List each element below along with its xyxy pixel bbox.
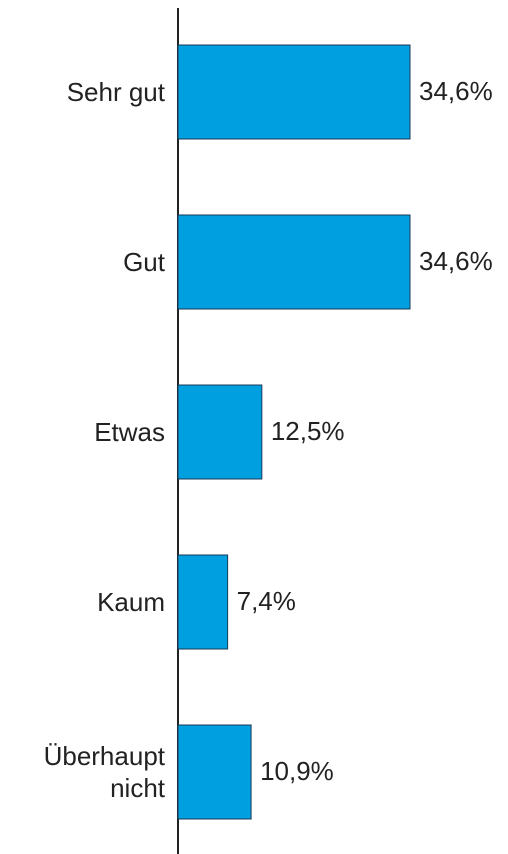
category-label: Überhaupt nicht xyxy=(43,741,165,803)
bar xyxy=(177,384,263,480)
value-label: 10,9% xyxy=(260,756,334,786)
category-label: Gut xyxy=(123,247,165,277)
category-label: Sehr gut xyxy=(66,77,165,107)
value-label: 12,5% xyxy=(271,416,345,446)
category-label: Etwas xyxy=(94,417,165,447)
bar xyxy=(177,554,229,650)
value-label: 7,4% xyxy=(237,586,296,616)
bar xyxy=(177,44,411,140)
value-label: 34,6% xyxy=(419,76,493,106)
value-label: 34,6% xyxy=(419,246,493,276)
bar xyxy=(177,214,411,310)
category-label: Kaum xyxy=(97,587,165,617)
bar xyxy=(177,724,252,820)
